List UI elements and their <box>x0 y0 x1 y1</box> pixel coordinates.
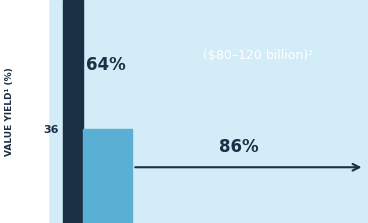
Bar <box>63 0 83 223</box>
Bar <box>83 129 132 223</box>
Text: VALUE YIELD¹ (%): VALUE YIELD¹ (%) <box>5 67 14 156</box>
Text: 36: 36 <box>43 125 59 135</box>
Text: 86%: 86% <box>219 138 259 156</box>
Text: ($80–120 billion)²: ($80–120 billion)² <box>202 49 313 62</box>
Text: 64%: 64% <box>86 56 126 74</box>
Bar <box>0 0 48 223</box>
